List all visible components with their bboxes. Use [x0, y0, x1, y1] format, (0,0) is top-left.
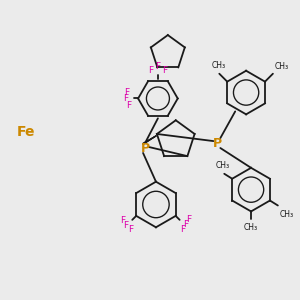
Text: F: F [123, 94, 128, 103]
Text: CH₃: CH₃ [211, 61, 225, 70]
Text: F: F [148, 66, 154, 75]
Text: F: F [126, 101, 131, 110]
Text: F: F [186, 215, 191, 224]
Text: F: F [155, 62, 160, 71]
Text: F: F [124, 88, 129, 97]
Text: P: P [213, 136, 222, 150]
Text: CH₃: CH₃ [215, 161, 229, 170]
Text: P: P [140, 142, 150, 154]
Text: F: F [120, 216, 125, 225]
Text: Fe: Fe [17, 125, 36, 139]
Text: CH₃: CH₃ [280, 210, 294, 219]
Text: F: F [128, 225, 133, 234]
Text: F: F [123, 221, 128, 230]
Text: F: F [180, 225, 185, 234]
Text: CH₃: CH₃ [244, 223, 258, 232]
Text: F: F [162, 66, 167, 75]
Text: F: F [183, 220, 188, 229]
Text: CH₃: CH₃ [275, 62, 289, 71]
